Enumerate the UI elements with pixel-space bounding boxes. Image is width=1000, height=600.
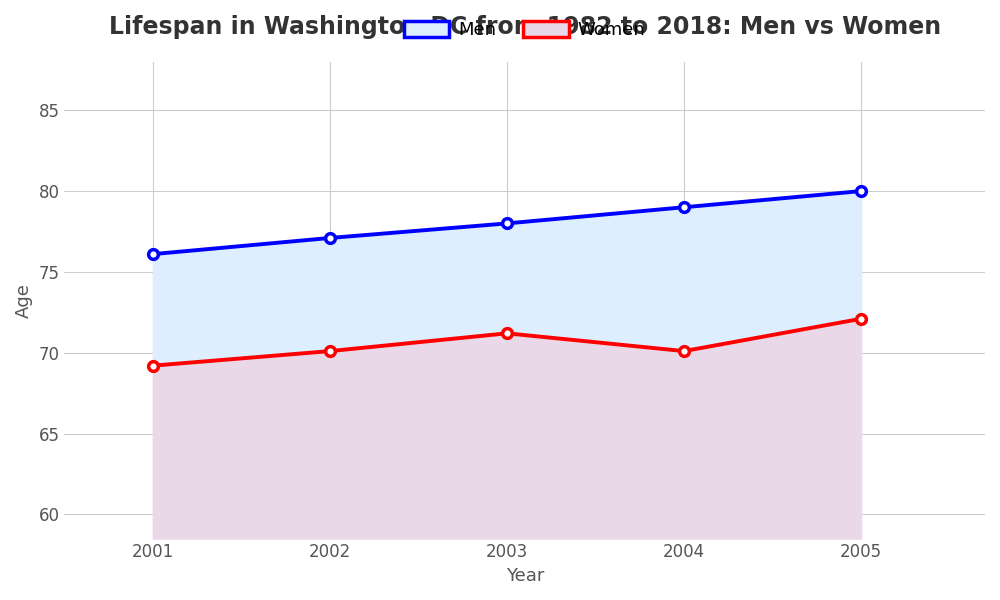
Title: Lifespan in Washington DC from 1982 to 2018: Men vs Women: Lifespan in Washington DC from 1982 to 2… bbox=[109, 15, 941, 39]
Legend: Men, Women: Men, Women bbox=[397, 14, 653, 46]
Y-axis label: Age: Age bbox=[15, 283, 33, 317]
X-axis label: Year: Year bbox=[506, 567, 544, 585]
